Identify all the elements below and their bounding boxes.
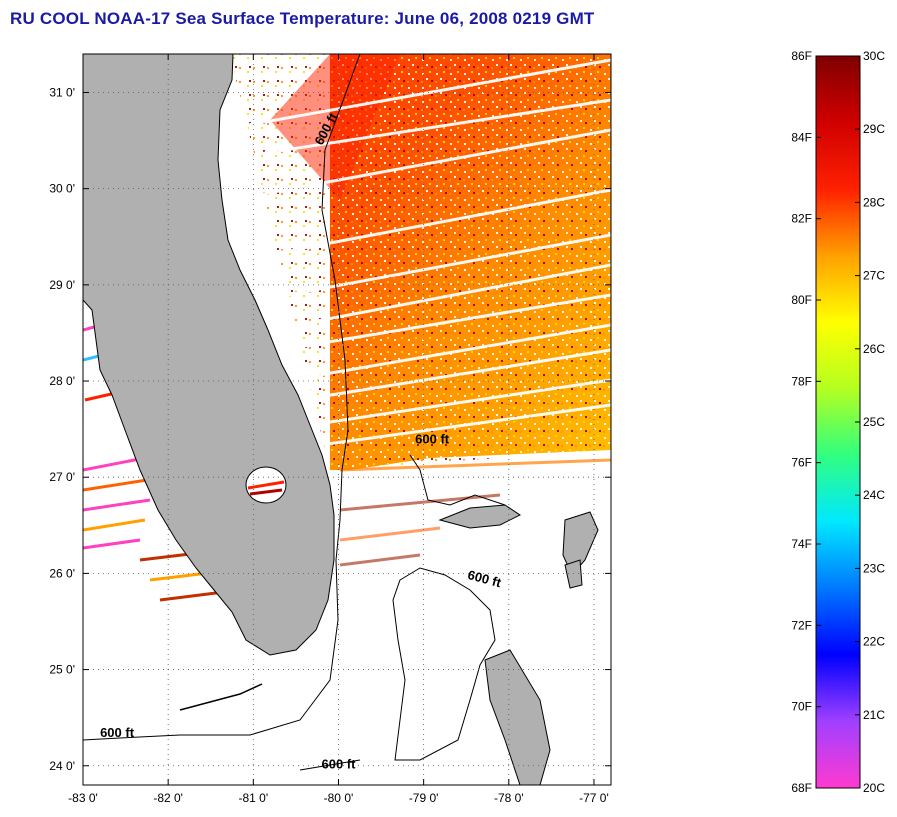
y-tick-label: 24 0' <box>49 759 75 773</box>
colorbar-f-label: 82F <box>791 212 812 226</box>
colorbar-f-label: 86F <box>791 49 812 63</box>
x-tick-label: -82 0' <box>153 791 183 805</box>
x-tick-label: -83 0' <box>68 791 98 805</box>
x-tick-label: -81 0' <box>238 791 268 805</box>
colorbar-f-label: 68F <box>791 781 812 795</box>
map-ticks: -83 0' -82 0' -81 0' -80 0' -79 0' -78 0' -77 … <box>49 54 611 805</box>
colorbar-c-label: 26C <box>863 342 885 356</box>
y-tick-label: 25 0' <box>49 663 75 677</box>
contour-label: 600 ft <box>321 757 356 772</box>
y-tick-label: 29 0' <box>49 278 75 292</box>
colorbar-ticks: 86F 84F 82F 80F 78F 76F 74F 72F 70F 68F 30C 29C 28C 2… <box>791 49 885 795</box>
x-tick-label: -78 0' <box>494 791 524 805</box>
x-tick-label: -79 0' <box>409 791 439 805</box>
colorbar-c-label: 29C <box>863 122 885 136</box>
colorbar-c-label: 30C <box>863 49 885 63</box>
y-tick-label: 31 0' <box>49 85 75 99</box>
colorbar-c-label: 25C <box>863 415 885 429</box>
florida-land <box>83 54 335 656</box>
colorbar-c-label: 28C <box>863 195 885 209</box>
colorbar-f-label: 76F <box>791 456 812 470</box>
colorbar-c-label: 24C <box>863 488 885 502</box>
contour-label: 600 ft <box>100 725 135 740</box>
x-tick-label: -77 0' <box>579 791 609 805</box>
colorbar-f-label: 72F <box>791 618 812 632</box>
colorbar-gradient <box>815 55 861 789</box>
bahamas-land <box>438 504 521 529</box>
y-tick-label: 26 0' <box>49 566 75 580</box>
colorbar-f-label: 70F <box>791 700 812 714</box>
colorbar-c-label: 23C <box>863 561 885 575</box>
contour-label: 600 ft <box>415 432 450 447</box>
x-tick-label: -80 0' <box>324 791 354 805</box>
colorbar-f-label: 84F <box>791 130 812 144</box>
y-tick-label: 30 0' <box>49 182 75 196</box>
colorbar-c-label: 22C <box>863 635 885 649</box>
scan-line-streaks <box>219 58 611 447</box>
map-frame <box>82 53 612 786</box>
colorbar-c-label: 27C <box>863 269 885 283</box>
colorbar-f-label: 80F <box>791 293 812 307</box>
map-grid <box>83 54 611 785</box>
colorbar-c-label: 20C <box>863 781 885 795</box>
colorbar-f-label: 74F <box>791 537 812 551</box>
colorbar-f-label: 78F <box>791 374 812 388</box>
depth-contour-600ft <box>83 54 506 771</box>
y-tick-label: 27 0' <box>49 470 75 484</box>
y-tick-label: 28 0' <box>49 374 75 388</box>
page-title: RU COOL NOAA-17 Sea Surface Temperature:… <box>10 9 595 28</box>
colorbar-c-label: 21C <box>863 708 885 722</box>
